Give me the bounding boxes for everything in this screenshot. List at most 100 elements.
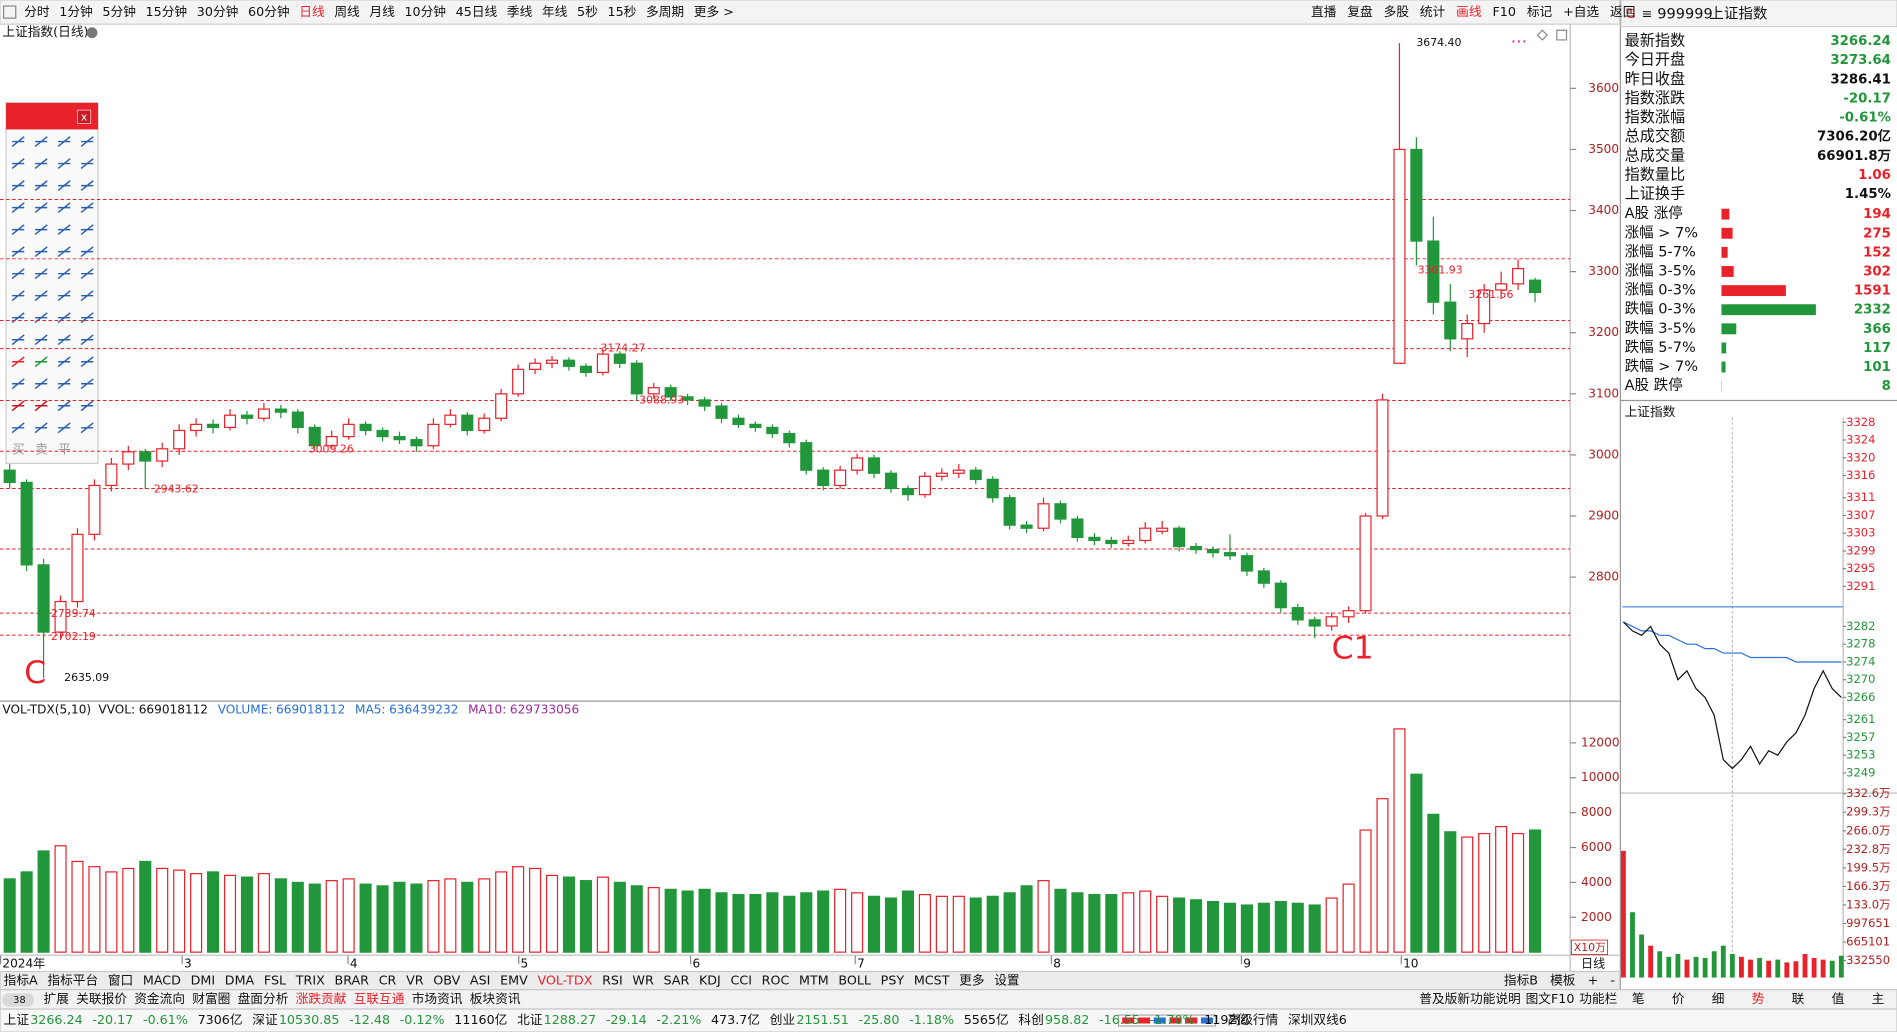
- toolbar-button[interactable]: 返回: [1610, 4, 1635, 19]
- tool-icon[interactable]: [34, 246, 48, 258]
- tool-icon[interactable]: [11, 158, 25, 169]
- indicator-tab[interactable]: RSI: [602, 973, 623, 988]
- indicator-tab[interactable]: VR: [406, 973, 424, 988]
- tool-icon[interactable]: [34, 422, 48, 434]
- tool-icon[interactable]: [57, 312, 71, 324]
- tool-icon[interactable]: [34, 400, 48, 412]
- tool-icon[interactable]: [57, 422, 71, 434]
- trade-button[interactable]: 买: [12, 442, 25, 457]
- indicator-tab[interactable]: PSY: [881, 973, 905, 988]
- title-menu[interactable]: [86, 27, 98, 39]
- indicator-tab[interactable]: WR: [632, 973, 654, 988]
- tool-icon[interactable]: [80, 400, 94, 412]
- tool-icon[interactable]: [57, 180, 71, 191]
- indicator-tab[interactable]: MACD: [143, 973, 181, 988]
- panel-tab[interactable]: 价: [1672, 991, 1685, 1006]
- info-tab[interactable]: 市场资讯: [412, 991, 463, 1006]
- indicator-tab[interactable]: 设置: [994, 973, 1019, 988]
- indicator-tab[interactable]: MTM: [799, 973, 829, 988]
- indicator-tab[interactable]: -: [1610, 973, 1615, 988]
- info-tab[interactable]: 关联报价: [76, 991, 127, 1006]
- indicator-tab[interactable]: 窗口: [108, 973, 133, 988]
- tool-icon[interactable]: [34, 334, 48, 346]
- quote-menu[interactable]: ≡: [1642, 6, 1653, 21]
- tool-icon[interactable]: [57, 400, 71, 412]
- info-tab[interactable]: 图文F10: [1526, 991, 1575, 1006]
- period-tab[interactable]: 分时: [24, 4, 50, 19]
- toolbar-button[interactable]: 统计: [1420, 4, 1446, 19]
- indicator-tab[interactable]: SAR: [663, 973, 689, 988]
- toolbar-button[interactable]: 多股: [1384, 4, 1410, 19]
- tool-icon[interactable]: [11, 334, 25, 346]
- panel-tab[interactable]: 笔: [1632, 991, 1645, 1006]
- indicator-tab[interactable]: CR: [379, 973, 397, 988]
- tool-icon[interactable]: [11, 246, 25, 258]
- panel-tab[interactable]: 主: [1872, 991, 1885, 1006]
- period-tab[interactable]: 30分钟: [197, 4, 239, 19]
- tool-icon[interactable]: [80, 158, 94, 169]
- panel-tab[interactable]: 细: [1712, 991, 1725, 1006]
- indicator-tab[interactable]: 指标A: [4, 973, 38, 988]
- tool-icon[interactable]: [57, 202, 71, 214]
- tool-icon[interactable]: [80, 378, 94, 390]
- tool-icon[interactable]: [80, 136, 94, 147]
- period-tab[interactable]: 多周期: [646, 4, 684, 19]
- tool-icon[interactable]: [80, 180, 94, 191]
- period-tab[interactable]: 1分钟: [59, 4, 92, 19]
- status-link[interactable]: 高级行情: [1228, 1012, 1279, 1027]
- indicator-tab[interactable]: TRIX: [295, 973, 325, 988]
- toolbar-button[interactable]: 标记: [1527, 4, 1553, 19]
- tool-icon[interactable]: [57, 378, 71, 390]
- trade-button[interactable]: 平: [58, 442, 71, 457]
- tools-close-box[interactable]: [77, 109, 92, 124]
- tool-icon[interactable]: [57, 158, 71, 169]
- indicator-tab[interactable]: FSL: [264, 973, 286, 988]
- panel-tab[interactable]: 势: [1752, 991, 1765, 1006]
- tools-close[interactable]: x: [81, 110, 88, 123]
- period-tab[interactable]: 10分钟: [404, 4, 446, 19]
- tool-icon[interactable]: [11, 422, 25, 434]
- tool-icon[interactable]: [11, 400, 25, 412]
- tool-icon[interactable]: [34, 158, 48, 169]
- indicator-tab[interactable]: EMV: [500, 973, 528, 988]
- indicator-tab[interactable]: OBV: [433, 973, 460, 988]
- tool-icon[interactable]: [57, 334, 71, 346]
- info-tab[interactable]: 扩展: [44, 991, 70, 1006]
- tool-icon[interactable]: [34, 290, 48, 302]
- period-tab[interactable]: 15秒: [608, 4, 637, 19]
- period-tab[interactable]: 5秒: [577, 4, 598, 19]
- period-tab[interactable]: 5分钟: [102, 4, 135, 19]
- period-tab[interactable]: 更多 >: [694, 4, 734, 19]
- tool-icon[interactable]: [34, 268, 48, 280]
- info-tab[interactable]: 板块资讯: [470, 991, 521, 1006]
- tool-icon[interactable]: [57, 246, 71, 258]
- indicator-tab[interactable]: DMI: [191, 973, 215, 988]
- period-tab[interactable]: 年线: [542, 4, 568, 19]
- info-tab[interactable]: 普及版新功能说明: [1419, 991, 1521, 1006]
- tool-icon[interactable]: [34, 136, 48, 147]
- info-tab[interactable]: 涨跌贡献: [296, 991, 347, 1006]
- indicator-tab[interactable]: BOLL: [838, 973, 871, 988]
- info-tab[interactable]: 互联互通: [354, 991, 405, 1006]
- tool-icon[interactable]: [34, 378, 48, 390]
- period-tab[interactable]: 45日线: [456, 4, 498, 19]
- period-tab[interactable]: 15分钟: [146, 4, 188, 19]
- indicator-tab[interactable]: +: [1588, 973, 1599, 988]
- tool-icon[interactable]: [80, 268, 94, 280]
- chart-icons[interactable]: [1536, 29, 1568, 41]
- tool-icon[interactable]: [11, 136, 25, 147]
- period-tab[interactable]: 月线: [369, 4, 395, 19]
- tool-icon[interactable]: [11, 224, 25, 236]
- indicator-tab[interactable]: DMA: [225, 973, 255, 988]
- info-tab[interactable]: 财富圈: [192, 991, 230, 1006]
- tool-icon[interactable]: [80, 422, 94, 434]
- period-tab[interactable]: 周线: [334, 4, 360, 19]
- period-tab[interactable]: 日线: [299, 4, 325, 19]
- toolbar-button[interactable]: 画线: [1456, 4, 1482, 19]
- indicator-tab[interactable]: 更多: [959, 973, 984, 988]
- indicator-tab[interactable]: VOL-TDX: [537, 973, 592, 988]
- toolbar-button[interactable]: +自选: [1563, 4, 1599, 19]
- tool-icon[interactable]: [80, 334, 94, 346]
- indicator-tab[interactable]: 指标B: [1504, 973, 1538, 988]
- tool-icon[interactable]: [80, 202, 94, 214]
